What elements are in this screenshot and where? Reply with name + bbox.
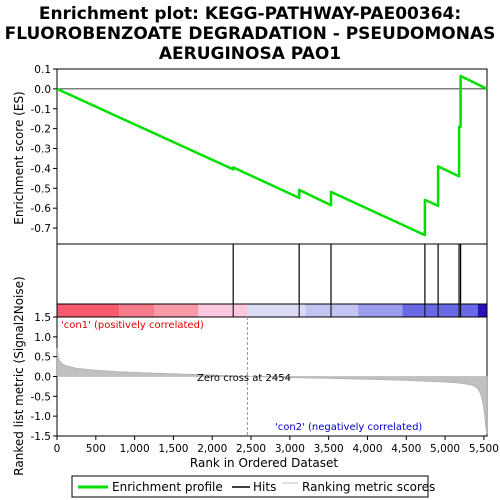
colorbar-segment xyxy=(247,304,306,317)
colorbar-segment xyxy=(154,304,199,317)
x-axis: 0 500 1,000 1,500 2,000 2,500 3,000 3,500 4,000 4… xyxy=(54,436,499,455)
x-axis-label: Rank in Ordered Dataset xyxy=(190,456,338,470)
es-y-tick-label: -0.6 xyxy=(31,203,52,215)
ranking-colorbar xyxy=(56,303,488,318)
enrichment-score-panel: 0.1 0.0 -0.1 -0.2 -0.3 -0.4 -0.5 -0.6 -0.7 xyxy=(31,64,488,245)
title-line-3: AERUGINOSA PAO1 xyxy=(159,44,341,64)
title-line-1: Enrichment plot: KEGG-PATHWAY-PAE00364: xyxy=(39,4,461,24)
metric-y-tick-label: 0.5 xyxy=(34,352,51,364)
metric-y-tick-label: -1.5 xyxy=(31,431,52,443)
colorbar-segment xyxy=(358,304,403,317)
es-y-tick-label: -0.2 xyxy=(31,124,52,136)
es-y-tick-label: -0.3 xyxy=(31,144,52,156)
legend-hits-label: Hits xyxy=(253,480,276,494)
es-y-tick-label: -0.4 xyxy=(31,163,52,175)
chart-title: Enrichment plot: KEGG-PATHWAY-PAE00364: … xyxy=(5,4,496,64)
x-tick-label: 2,500 xyxy=(236,443,266,455)
x-tick-label: 4,000 xyxy=(352,443,382,455)
colorbar-segment xyxy=(57,304,120,317)
enrichment-profile-line xyxy=(56,74,488,237)
es-axis-label: Enrichment score (ES) xyxy=(12,91,26,224)
metric-y-tick-label: 1.5 xyxy=(34,312,51,324)
colorbar-segment xyxy=(477,304,487,317)
x-tick-label: 2,000 xyxy=(197,443,227,455)
x-tick-label: 1,000 xyxy=(120,443,150,455)
x-tick-label: 4,500 xyxy=(391,443,421,455)
x-tick-label: 500 xyxy=(86,443,106,455)
x-tick-label: 0 xyxy=(54,443,61,455)
es-y-tick-label: -0.7 xyxy=(31,223,52,235)
metric-axis-label: Ranked list metric (Signal2Noise) xyxy=(12,276,26,475)
es-y-tick-label: -0.5 xyxy=(31,183,52,195)
legend-metric-label: Ranking metric scores xyxy=(302,480,435,494)
x-tick-label: 3,000 xyxy=(275,443,305,455)
colorbar-segment xyxy=(198,304,248,317)
es-y-tick-label: -0.1 xyxy=(31,104,52,116)
x-tick-label: 5,000 xyxy=(430,443,460,455)
zero-cross-label: Zero cross at 2454 xyxy=(197,373,291,384)
es-plot-frame xyxy=(56,68,488,245)
x-tick-label: 3,500 xyxy=(314,443,344,455)
metric-y-tick-label: 1.0 xyxy=(34,332,51,344)
colorbar-segment xyxy=(119,304,155,317)
metric-y-tick-label: -0.5 xyxy=(31,391,52,403)
ranked-metric-panel: 1.5 1.0 0.5 0.0 -0.5 -1.0 -1.5 xyxy=(31,312,488,443)
legend-enrichment-label: Enrichment profile xyxy=(112,480,223,494)
legend: Enrichment profile Hits Ranking metric s… xyxy=(71,475,435,498)
hits-panel xyxy=(56,243,488,305)
colorbar-segment xyxy=(402,304,478,317)
metric-y-tick-label: -1.0 xyxy=(31,411,52,423)
hits-frame xyxy=(56,243,488,305)
es-y-tick-label: 0.1 xyxy=(34,64,51,76)
x-tick-label: 5,500 xyxy=(469,443,499,455)
es-y-tick-label: 0.0 xyxy=(34,84,51,96)
metric-y-tick-label: 0.0 xyxy=(34,372,51,384)
title-line-2: FLUOROBENZOATE DEGRADATION - PSEUDOMONAS xyxy=(5,24,496,44)
colorbar-segment xyxy=(305,304,359,317)
positive-correlation-label: 'con1' (positively correlated) xyxy=(61,320,204,331)
ranking-metric-area xyxy=(56,347,488,435)
x-tick-label: 1,500 xyxy=(158,443,188,455)
negative-correlation-label: 'con2' (negatively correlated) xyxy=(275,422,422,433)
